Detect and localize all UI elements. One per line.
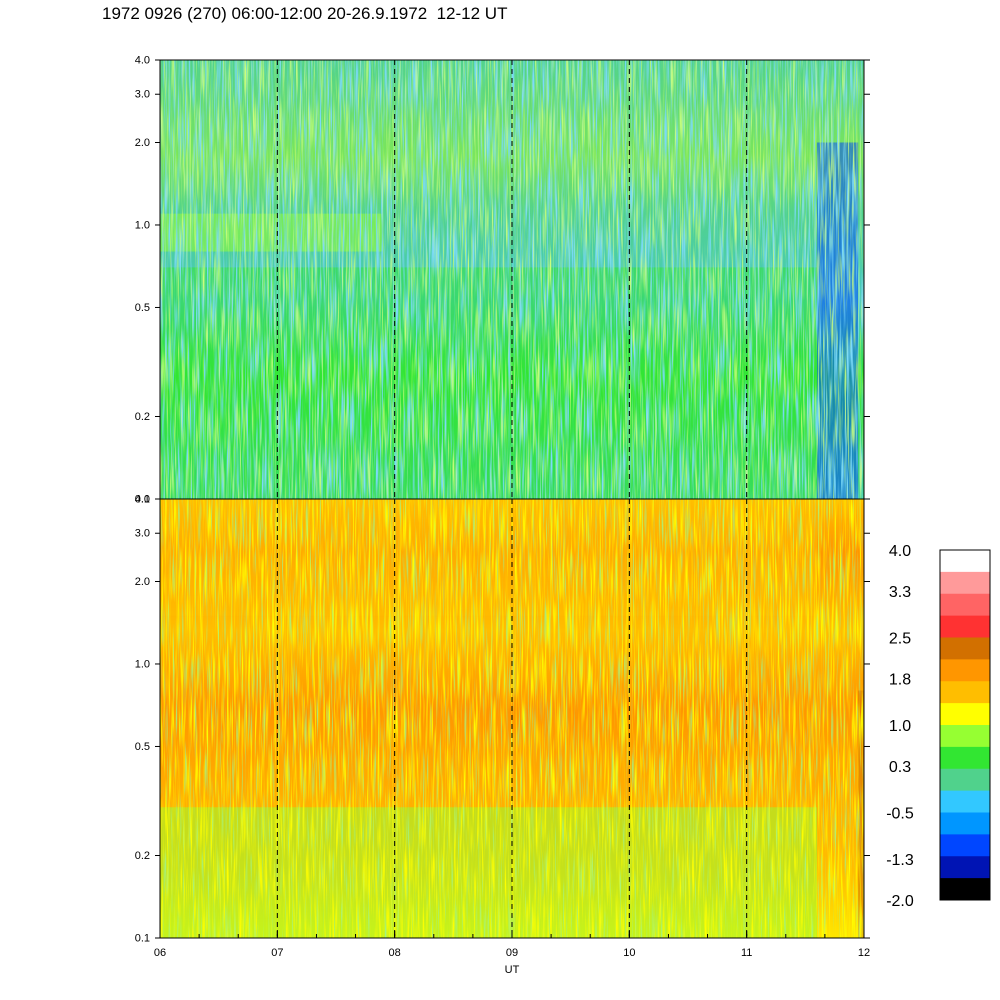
- colorbar-swatch-3: [940, 615, 990, 638]
- x-tick-label-2: 08: [389, 947, 401, 959]
- colorbar-swatch-0: [940, 550, 990, 573]
- colorbar-label-6: -0.5: [886, 806, 914, 823]
- x-tick-label-6: 12: [858, 947, 870, 959]
- x-tick-label-1: 07: [271, 947, 283, 959]
- y-tick-label-lower-3: 1.0: [135, 658, 150, 670]
- y-tick-label-lower-4: 2.0: [135, 576, 150, 588]
- x-tick-label-5: 11: [741, 947, 752, 959]
- colorbar-label-8: -2.0: [886, 893, 914, 910]
- colorbar-label-1: 3.3: [889, 584, 911, 601]
- y-tick-label-upper-5: 3.0: [135, 89, 150, 101]
- y-tick-label-lower-0: 0.1: [135, 933, 150, 945]
- colorbar-swatch-6: [940, 681, 990, 704]
- colorbar-swatch-9: [940, 746, 990, 770]
- y-tick-label-upper-6: 4.0: [135, 55, 150, 67]
- colorbar-swatch-2: [940, 593, 990, 617]
- y-tick-label-lower-6: 4.0: [135, 494, 150, 506]
- y-tick-label-upper-0: 0.1: [135, 494, 150, 506]
- colorbar-swatch-13: [940, 834, 990, 857]
- colorbar-frame: [939, 549, 991, 901]
- colorbar-swatch-1: [940, 571, 990, 595]
- colorbar-swatch-15: [940, 878, 990, 901]
- y-tick-label-upper-2: 0.5: [135, 302, 150, 314]
- colorbar-label-4: 1.0: [889, 718, 911, 735]
- y-tick-label-upper-3: 1.0: [135, 219, 150, 231]
- colorbar-swatch-14: [940, 856, 990, 879]
- x-tick-label-0: 06: [154, 947, 166, 959]
- colorbar-label-7: -1.3: [886, 852, 914, 869]
- colorbar-swatch-5: [940, 659, 990, 682]
- x-tick-label-3: 09: [506, 947, 518, 959]
- colorbar-label-0: 4.0: [889, 543, 911, 560]
- y-tick-label-upper-1: 0.2: [135, 411, 150, 423]
- colorbar-swatch-12: [940, 812, 990, 835]
- x-tick-label-4: 10: [623, 947, 635, 959]
- colorbar-label-2: 2.5: [889, 631, 911, 648]
- colorbar-label-3: 1.8: [889, 671, 911, 688]
- y-tick-label-upper-4: 2.0: [135, 137, 150, 149]
- y-tick-label-lower-2: 0.5: [135, 741, 150, 753]
- colorbar-label-5: 0.3: [889, 759, 911, 776]
- y-tick-label-lower-1: 0.2: [135, 850, 150, 862]
- colorbar-swatch-7: [940, 703, 990, 726]
- page-title: 1972 0926 (270) 06:00-12:00 20-26.9.1972…: [102, 4, 508, 23]
- y-tick-label-lower-5: 3.0: [135, 528, 150, 540]
- colorbar-swatch-8: [940, 725, 990, 748]
- colorbar-swatch-4: [940, 637, 990, 660]
- colorbar-swatch-11: [940, 790, 990, 813]
- colorbar-swatch-10: [940, 768, 990, 792]
- x-axis-label: UT: [505, 964, 520, 976]
